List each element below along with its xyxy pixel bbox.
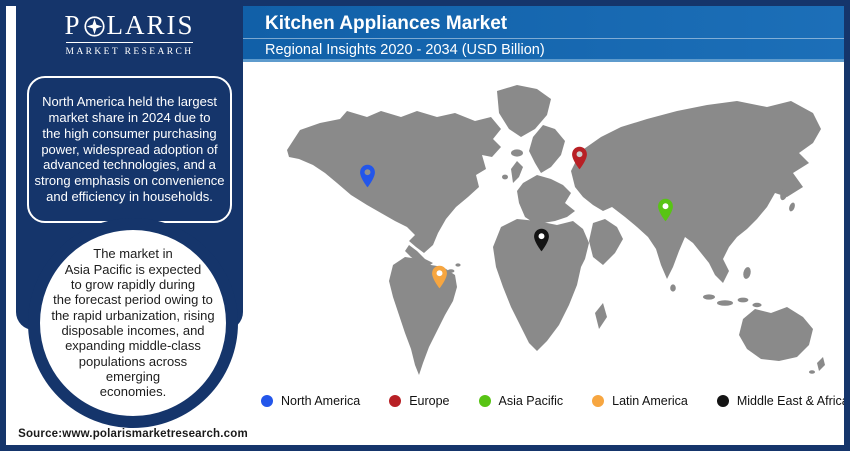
map-pin-north-america [359,164,376,188]
brand-tagline: MARKET RESEARCH [65,42,194,57]
map-pin-latin-america [431,265,448,289]
map-canvas: North America Europe Asia Pacific Latin Ame… [243,62,849,444]
legend-dot-asia-pacific [478,395,491,407]
brand-logo: P LARIS MARKET RESEARCH [16,12,243,59]
map-pin-europe [571,146,588,170]
source-credit: Source:www.polarismarketresearch.com [18,428,248,440]
map-pin-middle-east-africa [533,228,550,252]
legend-dot-latin-america [592,395,605,407]
legend-dot-europe [389,395,402,407]
legend-dot-north-america [261,395,273,407]
legend-label: Middle East & Africa [736,394,849,408]
map-pin-asia-pacific [657,198,674,222]
page-subtitle: Regional Insights 2020 - 2034 (USD Billi… [265,41,545,58]
header-bar: Kitchen Appliances Market Regional Insig… [243,6,844,62]
legend-label: Europe [409,394,450,408]
legend-item-north-america: North America [261,394,360,408]
legend-item-middle-east-africa: Middle East & Africa [716,394,849,408]
legend-item-europe: Europe [389,394,450,408]
map-legend: North America Europe Asia Pacific Latin Ame… [261,394,849,408]
legend-item-latin-america: Latin America [592,394,688,408]
page-title: Kitchen Appliances Market [265,13,508,34]
insight-callout-north-america: North America held the largest market sh… [27,76,232,223]
insight-callout-asia-pacific: The market in Asia Pacific is expected t… [28,218,238,428]
legend-label: North America [281,394,361,408]
legend-dot-middle-east-africa [716,395,729,407]
world-map [287,85,825,375]
header-divider [243,38,844,39]
compass-star-icon [83,15,105,37]
legend-item-asia-pacific: Asia Pacific [478,394,564,408]
legend-label: Latin America [612,394,688,408]
brand-name: P LARIS [64,10,195,40]
legend-label: Asia Pacific [498,394,564,408]
